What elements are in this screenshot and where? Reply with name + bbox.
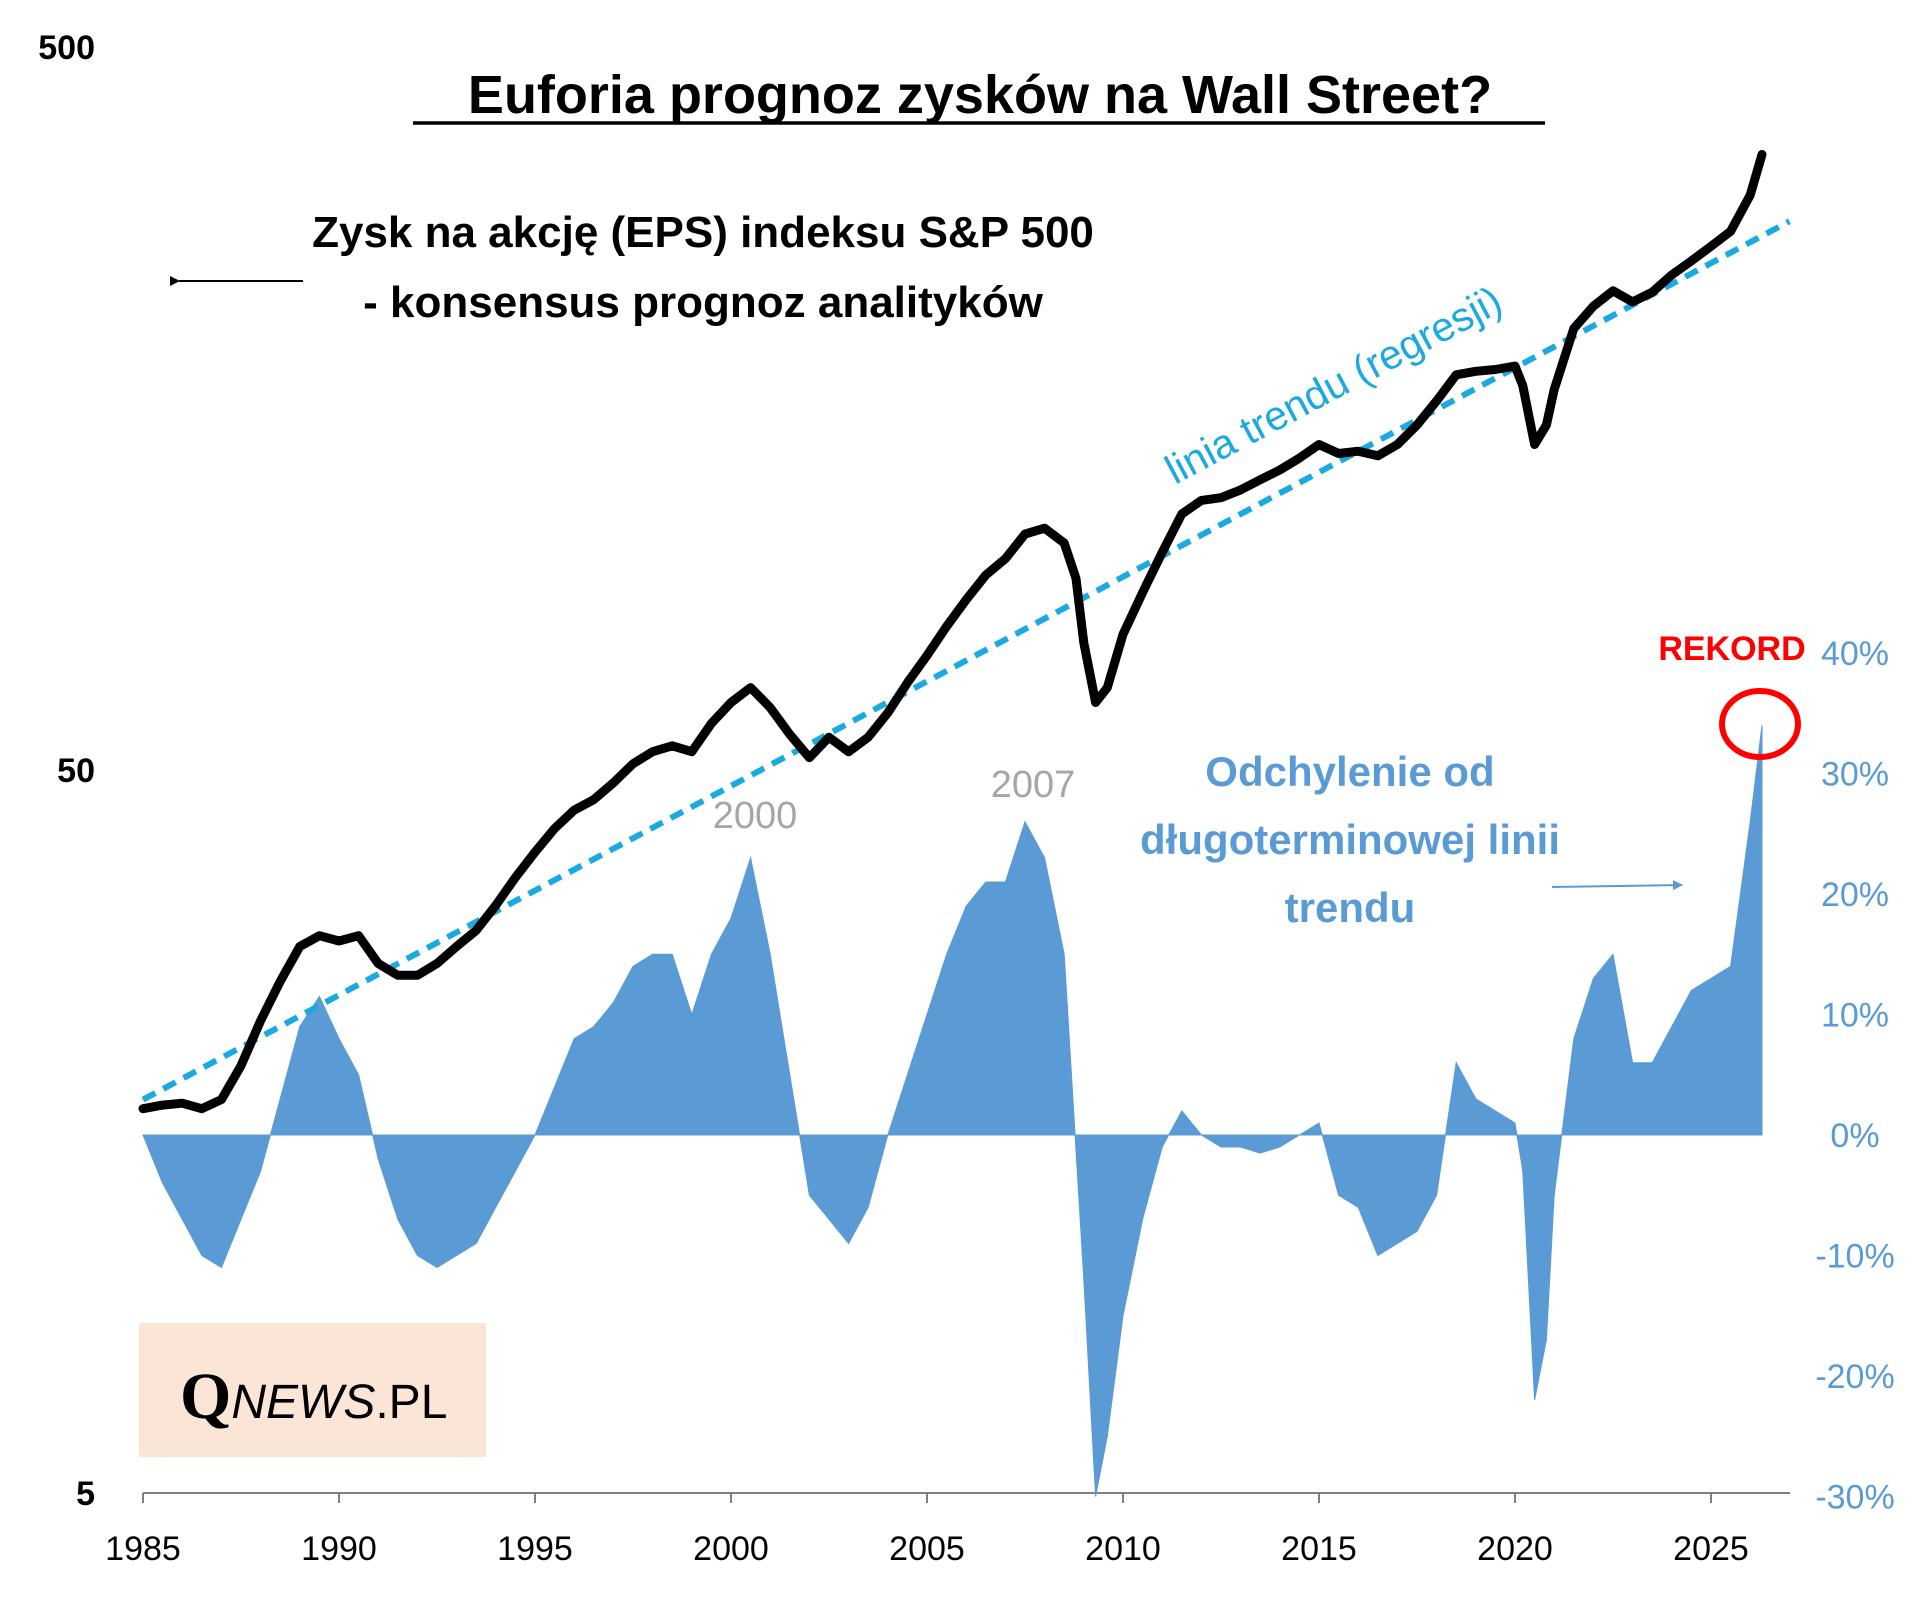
x-axis-label-1995: 1995	[497, 1530, 573, 1568]
eps-label-line1: Zysk na akcję (EPS) indeksu S&P 500	[312, 208, 1094, 257]
chart-title: Euforia prognoz zysków na Wall Street?	[468, 65, 1492, 125]
right-axis: 40% 30% 20% 10% 0% -10% -20% -30%	[1815, 635, 1894, 1517]
right-axis-label-40pct: 40%	[1821, 635, 1889, 673]
record-label: REKORD	[1658, 630, 1805, 668]
deviation-label-line1: Odchylenie od	[1205, 748, 1494, 795]
logo-text: QNEWS.PL	[180, 1360, 447, 1433]
x-axis-label-2025: 2025	[1673, 1530, 1749, 1568]
peak-label-2007: 2007	[991, 764, 1076, 806]
x-axis-label-1990: 1990	[301, 1530, 377, 1568]
trend-line	[141, 218, 1791, 1103]
record-circle	[1719, 688, 1801, 760]
x-axis: 1985 1990 1995 2000 2005 2010 2015 2020 2025	[105, 1492, 1790, 1568]
deviation-label-line3: trendu	[1285, 884, 1416, 931]
right-axis-label-10pct: 10%	[1821, 997, 1889, 1035]
deviation-area	[142, 725, 1763, 1497]
left-axis-label-50: 50	[57, 752, 95, 790]
right-axis-label-0pct: 0%	[1830, 1117, 1879, 1155]
left-axis: 5 50 500	[38, 29, 95, 1513]
trend-label: linia trendu (regresji)	[1158, 277, 1510, 493]
x-axis-label-1985: 1985	[105, 1530, 181, 1568]
x-axis-label-2020: 2020	[1477, 1530, 1553, 1568]
eps-label-line2: - konsensus prognoz analityków	[363, 278, 1043, 327]
left-axis-label-500: 500	[38, 29, 95, 67]
x-axis-label-2015: 2015	[1281, 1530, 1357, 1568]
logo-background	[139, 1323, 486, 1457]
peak-label-2000: 2000	[713, 795, 798, 837]
left-axis-label-5: 5	[76, 1475, 95, 1513]
deviation-label-line2: długoterminowej linii	[1140, 816, 1560, 863]
logo-q: Q	[180, 1360, 231, 1433]
x-axis-label-2005: 2005	[889, 1530, 965, 1568]
right-axis-label-30pct: 30%	[1821, 756, 1889, 794]
right-axis-label-minus10pct: -10%	[1815, 1238, 1894, 1276]
right-axis-label-20pct: 20%	[1821, 876, 1889, 914]
right-axis-label-minus20pct: -20%	[1815, 1358, 1894, 1396]
deviation-arrow	[1551, 880, 1683, 891]
logo: QNEWS.PL	[139, 1323, 486, 1457]
eps-line	[138, 150, 1767, 1114]
right-axis-label-minus30pct: -30%	[1815, 1479, 1894, 1517]
logo-pl: .PL	[375, 1376, 447, 1429]
logo-news: NEWS	[231, 1376, 375, 1429]
x-axis-label-2010: 2010	[1085, 1530, 1161, 1568]
x-axis-label-2000: 2000	[693, 1530, 769, 1568]
